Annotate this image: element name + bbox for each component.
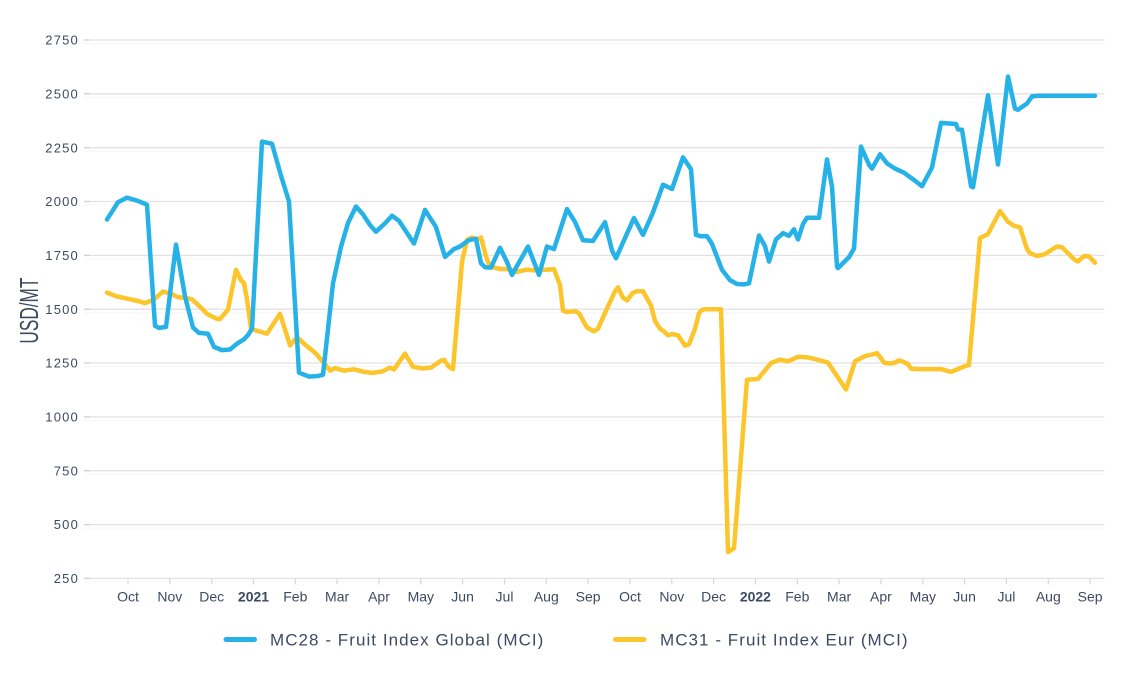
svg-text:Dec: Dec (701, 589, 726, 605)
svg-text:500: 500 (54, 517, 79, 532)
svg-text:2750: 2750 (45, 33, 79, 48)
svg-text:2021: 2021 (238, 589, 269, 605)
svg-text:750: 750 (54, 463, 79, 478)
svg-text:Apr: Apr (870, 589, 892, 605)
svg-text:Nov: Nov (659, 589, 684, 605)
svg-text:Oct: Oct (619, 589, 641, 605)
svg-text:Feb: Feb (283, 589, 307, 605)
svg-text:May: May (408, 589, 434, 605)
svg-text:2000: 2000 (45, 194, 79, 209)
svg-text:Jun: Jun (451, 589, 474, 605)
svg-text:2022: 2022 (740, 589, 771, 605)
svg-text:Aug: Aug (534, 589, 559, 605)
svg-text:USD/MT: USD/MT (14, 278, 44, 344)
svg-text:1000: 1000 (45, 410, 79, 425)
svg-text:Sep: Sep (576, 589, 601, 605)
svg-text:1500: 1500 (45, 302, 79, 317)
svg-text:MC28 - Fruit Index Global (MCI: MC28 - Fruit Index Global (MCI) (270, 631, 544, 650)
svg-text:Jun: Jun (953, 589, 976, 605)
svg-text:Nov: Nov (157, 589, 182, 605)
svg-text:1750: 1750 (45, 248, 79, 263)
svg-text:Jul: Jul (496, 589, 514, 605)
svg-text:Feb: Feb (785, 589, 809, 605)
svg-text:Mar: Mar (325, 589, 349, 605)
svg-text:Dec: Dec (199, 589, 224, 605)
svg-text:250: 250 (54, 571, 79, 586)
svg-text:2250: 2250 (45, 140, 79, 155)
svg-text:Mar: Mar (827, 589, 851, 605)
svg-text:1250: 1250 (45, 356, 79, 371)
svg-text:Aug: Aug (1036, 589, 1061, 605)
svg-text:May: May (910, 589, 936, 605)
svg-text:MC31 - Fruit Index Eur (MCI): MC31 - Fruit Index Eur (MCI) (660, 631, 909, 650)
svg-text:Jul: Jul (997, 589, 1015, 605)
svg-text:Oct: Oct (117, 589, 139, 605)
svg-text:Sep: Sep (1078, 589, 1103, 605)
svg-text:2500: 2500 (45, 86, 79, 101)
svg-text:Apr: Apr (368, 589, 390, 605)
